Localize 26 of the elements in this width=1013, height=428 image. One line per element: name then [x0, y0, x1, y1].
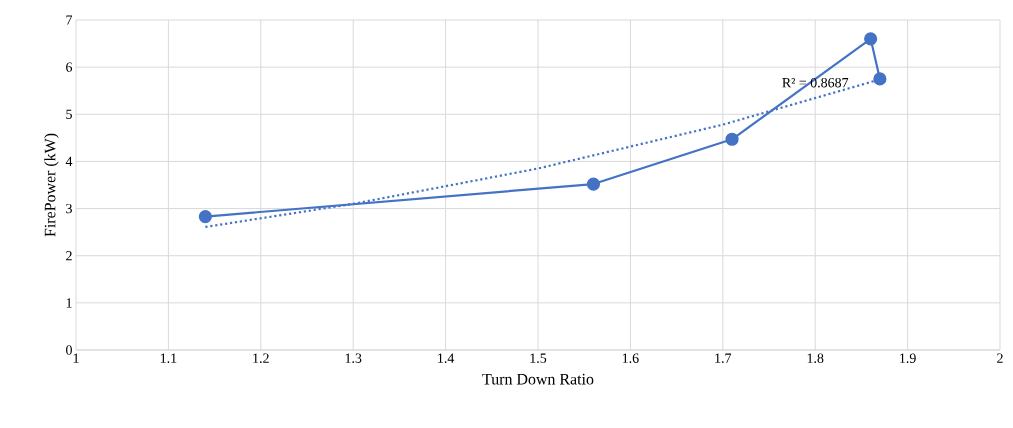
- y-tick-label: 0: [66, 345, 72, 355]
- y-tick-label: 2: [66, 251, 72, 261]
- x-tick-label: 1.1: [160, 353, 177, 363]
- y-axis-title: FirePower (kW): [44, 133, 59, 237]
- x-tick-label: 1.9: [900, 353, 916, 363]
- annotation: R² = 0.8687: [782, 77, 849, 88]
- x-tick-label: 1.7: [715, 353, 732, 363]
- point: [586, 177, 601, 191]
- point: [873, 72, 887, 86]
- y-tick-label: 6: [66, 62, 73, 72]
- point: [725, 132, 739, 146]
- y-tick-label: 5: [66, 109, 72, 119]
- x-tick-label: 1.3: [345, 353, 362, 363]
- x-axis-title: Turn Down Ratio: [482, 373, 594, 385]
- x-tick-label: 1.5: [530, 353, 547, 363]
- y-tick-label: 4: [65, 156, 73, 167]
- x-tick-label: 1.8: [807, 353, 824, 363]
- point: [198, 209, 212, 224]
- y-tick-label: 3: [66, 203, 72, 214]
- x-tick-label: 1.4: [438, 353, 455, 363]
- point: [864, 32, 878, 46]
- x-tick-label: 2: [997, 353, 1003, 363]
- x-tick-label: 1.6: [622, 353, 639, 363]
- x-tick-label: 1.2: [253, 353, 269, 363]
- y-tick-label: 7: [66, 15, 73, 25]
- y-tick-label: 1: [66, 298, 72, 308]
